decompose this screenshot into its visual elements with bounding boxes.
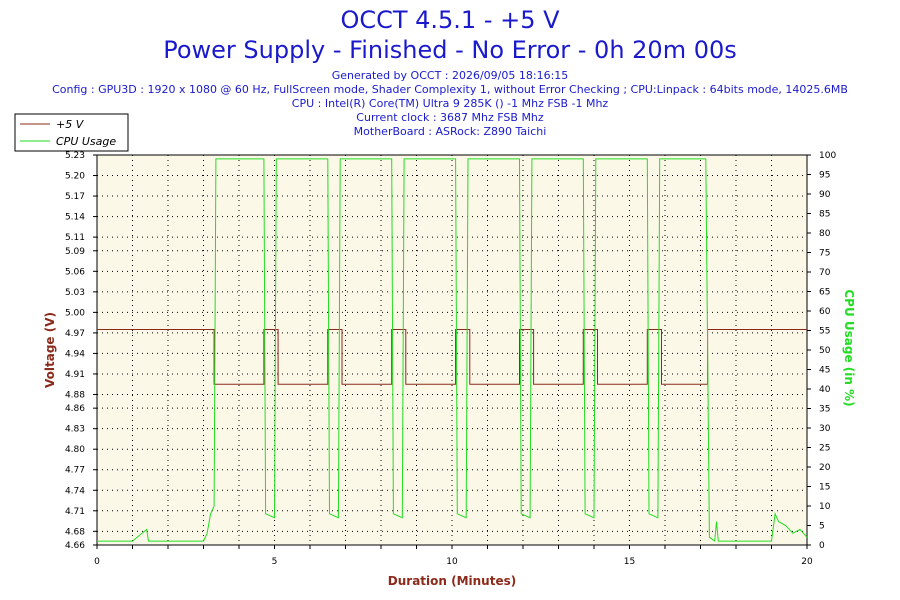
y-tick-label: 5.17 bbox=[65, 192, 85, 202]
y2-tick-label: 40 bbox=[819, 385, 831, 395]
x-axis-label: Duration (Minutes) bbox=[388, 574, 516, 588]
y-tick-label: 5.23 bbox=[65, 151, 85, 161]
y-tick-label: 4.68 bbox=[65, 527, 85, 537]
y-tick-label: 5.00 bbox=[65, 308, 85, 318]
y2-tick-label: 95 bbox=[819, 171, 830, 181]
series-line-cpu-usage bbox=[97, 158, 808, 543]
legend: +5 V CPU Usage bbox=[14, 113, 129, 152]
y2-tick-label: 60 bbox=[819, 307, 831, 317]
x-tick-label: 0 bbox=[94, 557, 100, 567]
y2-tick-label: 10 bbox=[819, 502, 831, 512]
y2-tick-label: 70 bbox=[819, 268, 831, 278]
y-tick-label: 4.86 bbox=[65, 404, 85, 414]
chart-title: OCCT 4.5.1 - +5 V bbox=[340, 6, 560, 34]
y-tick-label: 4.80 bbox=[65, 445, 85, 455]
y2-tick-label: 5 bbox=[819, 522, 825, 532]
y-tick-label: 5.09 bbox=[65, 247, 85, 257]
y-tick-label: 4.77 bbox=[65, 466, 85, 476]
y2-tick-label: 80 bbox=[819, 229, 831, 239]
y-tick-label: 4.94 bbox=[65, 349, 85, 359]
y2-tick-label: 20 bbox=[819, 463, 831, 473]
y2-tick-label: 85 bbox=[819, 210, 830, 220]
y2-tick-label: 35 bbox=[819, 405, 830, 415]
series-line-voltage bbox=[97, 329, 807, 385]
y2-axis-label: CPU Usage (in %) bbox=[842, 289, 856, 406]
motherboard-info: MotherBoard : ASRock: Z890 Taichi bbox=[353, 125, 547, 138]
y2-tick-label: 75 bbox=[819, 249, 830, 259]
y-tick-label: 4.91 bbox=[65, 370, 85, 380]
y2-tick-label: 15 bbox=[819, 483, 830, 493]
legend-box bbox=[14, 113, 129, 152]
y2-tick-label: 90 bbox=[819, 190, 831, 200]
y-tick-label: 4.83 bbox=[65, 425, 85, 435]
y-tick-label: 5.11 bbox=[65, 233, 85, 243]
y-tick-label: 4.97 bbox=[65, 329, 85, 339]
x-tick-label: 10 bbox=[446, 557, 458, 567]
y2-tick-label: 50 bbox=[819, 346, 831, 356]
chart-subtitle: Power Supply - Finished - No Error - 0h … bbox=[163, 36, 737, 64]
config-info: Config : GPU3D : 1920 x 1080 @ 60 Hz, Fu… bbox=[52, 83, 848, 96]
y-tick-label: 5.06 bbox=[65, 267, 85, 277]
y2-tick-label: 100 bbox=[819, 151, 836, 161]
y-tick-label: 4.88 bbox=[65, 390, 85, 400]
y2-tick-label: 30 bbox=[819, 424, 831, 434]
y2-tick-label: 65 bbox=[819, 288, 830, 298]
y-tick-label: 5.03 bbox=[65, 288, 85, 298]
y-tick-label: 5.20 bbox=[65, 172, 85, 182]
y2-tick-label: 0 bbox=[819, 541, 825, 551]
clock-info: Current clock : 3687 Mhz FSB Mhz bbox=[356, 111, 544, 124]
legend-label-voltage: +5 V bbox=[56, 118, 85, 131]
y-tick-label: 4.71 bbox=[65, 507, 85, 517]
y2-tick-label: 25 bbox=[819, 444, 830, 454]
cpu-info: CPU : Intel(R) Core(TM) Ultra 9 285K () … bbox=[291, 97, 609, 110]
y2-tick-label: 45 bbox=[819, 366, 830, 376]
legend-label-cpu: CPU Usage bbox=[56, 135, 116, 148]
y-axis-label: Voltage (V) bbox=[43, 312, 57, 388]
x-tick-label: 15 bbox=[624, 557, 635, 567]
generated-info: Generated by OCCT : 2026/09/05 18:16:15 bbox=[331, 69, 569, 82]
y2-tick-label: 55 bbox=[819, 327, 830, 337]
y-tick-label: 4.74 bbox=[65, 486, 85, 496]
y-tick-label: 4.66 bbox=[65, 541, 85, 551]
x-tick-label: 20 bbox=[801, 557, 813, 567]
x-tick-label: 5 bbox=[272, 557, 278, 567]
y-tick-label: 5.14 bbox=[65, 213, 85, 223]
